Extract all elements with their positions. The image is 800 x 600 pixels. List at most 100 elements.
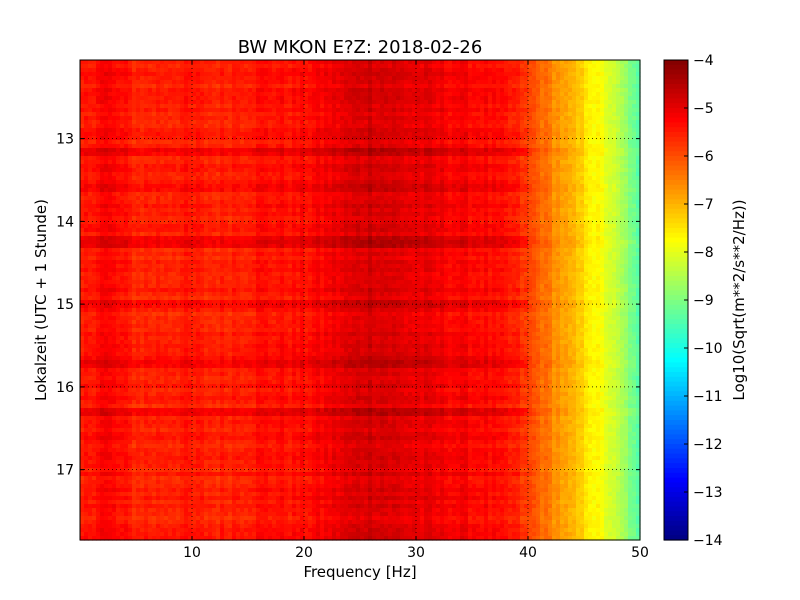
heatmap-cell bbox=[364, 92, 369, 97]
heatmap-cell bbox=[80, 176, 85, 181]
heatmap-cell bbox=[184, 88, 189, 93]
heatmap-cell bbox=[100, 124, 105, 129]
heatmap-cell bbox=[464, 116, 469, 121]
heatmap-cell bbox=[112, 120, 117, 125]
heatmap-cell bbox=[228, 160, 233, 165]
heatmap-cell bbox=[576, 136, 581, 141]
heatmap-cell bbox=[520, 116, 525, 121]
heatmap-cell bbox=[336, 80, 341, 85]
heatmap-cell bbox=[564, 176, 569, 181]
heatmap-cell bbox=[324, 176, 329, 181]
heatmap-cell bbox=[244, 112, 249, 117]
heatmap-cell bbox=[448, 200, 453, 205]
heatmap-cell bbox=[268, 156, 273, 161]
heatmap-cell bbox=[332, 104, 337, 109]
heatmap-cell bbox=[512, 64, 517, 69]
heatmap-cell bbox=[316, 172, 321, 177]
heatmap-cell bbox=[580, 140, 585, 145]
heatmap-cell bbox=[152, 180, 157, 185]
heatmap-cell bbox=[368, 124, 373, 129]
heatmap-cell bbox=[132, 104, 137, 109]
heatmap-cell bbox=[264, 144, 269, 149]
heatmap-cell bbox=[508, 76, 513, 81]
heatmap-cell bbox=[596, 132, 601, 137]
heatmap-cell bbox=[284, 160, 289, 165]
heatmap-cell bbox=[596, 104, 601, 109]
heatmap-cell bbox=[636, 124, 641, 129]
heatmap-cell bbox=[344, 148, 349, 153]
heatmap-cell bbox=[148, 88, 153, 93]
heatmap-cell bbox=[204, 196, 209, 201]
heatmap-cell bbox=[316, 84, 321, 89]
heatmap-cell bbox=[428, 68, 433, 73]
heatmap-cell bbox=[80, 168, 85, 173]
heatmap-cell bbox=[392, 164, 397, 169]
heatmap-cell bbox=[500, 116, 505, 121]
heatmap-cell bbox=[104, 132, 109, 137]
heatmap-cell bbox=[144, 124, 149, 129]
heatmap-cell bbox=[380, 124, 385, 129]
heatmap-cell bbox=[196, 164, 201, 169]
heatmap-cell bbox=[588, 104, 593, 109]
heatmap-cell bbox=[400, 136, 405, 141]
heatmap-cell bbox=[196, 172, 201, 177]
heatmap-cell bbox=[392, 188, 397, 193]
heatmap-cell bbox=[540, 132, 545, 137]
heatmap-cell bbox=[420, 68, 425, 73]
heatmap-cell bbox=[344, 124, 349, 129]
heatmap-cell bbox=[536, 104, 541, 109]
heatmap-cell bbox=[104, 168, 109, 173]
heatmap-cell bbox=[88, 184, 93, 189]
heatmap-cell bbox=[308, 108, 313, 113]
heatmap-cell bbox=[216, 164, 221, 169]
heatmap-cell bbox=[572, 156, 577, 161]
heatmap-cell bbox=[512, 84, 517, 89]
heatmap-cell bbox=[148, 192, 153, 197]
heatmap-cell bbox=[436, 72, 441, 77]
heatmap-cell bbox=[600, 104, 605, 109]
heatmap-cell bbox=[268, 200, 273, 205]
heatmap-cell bbox=[88, 112, 93, 117]
heatmap-cell bbox=[612, 144, 617, 149]
heatmap-cell bbox=[232, 132, 237, 137]
heatmap-cell bbox=[528, 128, 533, 133]
heatmap-cell bbox=[148, 164, 153, 169]
heatmap-cell bbox=[516, 96, 521, 101]
heatmap-cell bbox=[592, 120, 597, 125]
heatmap-cell bbox=[628, 192, 633, 197]
heatmap-cell bbox=[320, 100, 325, 105]
heatmap-cell bbox=[96, 100, 101, 105]
heatmap-cell bbox=[632, 88, 637, 93]
heatmap-cell bbox=[464, 80, 469, 85]
heatmap-cell bbox=[192, 140, 197, 145]
heatmap-cell bbox=[616, 196, 621, 201]
heatmap-cell bbox=[564, 120, 569, 125]
heatmap-cell bbox=[212, 92, 217, 97]
heatmap-cell bbox=[280, 184, 285, 189]
heatmap-cell bbox=[432, 200, 437, 205]
heatmap-cell bbox=[328, 88, 333, 93]
heatmap-cell bbox=[244, 144, 249, 149]
heatmap-cell bbox=[376, 136, 381, 141]
heatmap-cell bbox=[284, 156, 289, 161]
heatmap-cell bbox=[240, 188, 245, 193]
heatmap-cell bbox=[636, 152, 641, 157]
heatmap-cell bbox=[356, 152, 361, 157]
heatmap-cell bbox=[600, 172, 605, 177]
heatmap-cell bbox=[484, 180, 489, 185]
heatmap-cell bbox=[128, 196, 133, 201]
heatmap-cell bbox=[580, 144, 585, 149]
heatmap-cell bbox=[356, 128, 361, 133]
heatmap-cell bbox=[196, 68, 201, 73]
heatmap-cell bbox=[436, 172, 441, 177]
heatmap-cell bbox=[92, 64, 97, 69]
heatmap-cell bbox=[540, 104, 545, 109]
heatmap-cell bbox=[156, 124, 161, 129]
heatmap-cell bbox=[152, 144, 157, 149]
heatmap-cell bbox=[104, 180, 109, 185]
heatmap-cell bbox=[516, 156, 521, 161]
heatmap-cell bbox=[476, 116, 481, 121]
heatmap-cell bbox=[336, 136, 341, 141]
heatmap-cell bbox=[432, 84, 437, 89]
heatmap-cell bbox=[196, 64, 201, 69]
